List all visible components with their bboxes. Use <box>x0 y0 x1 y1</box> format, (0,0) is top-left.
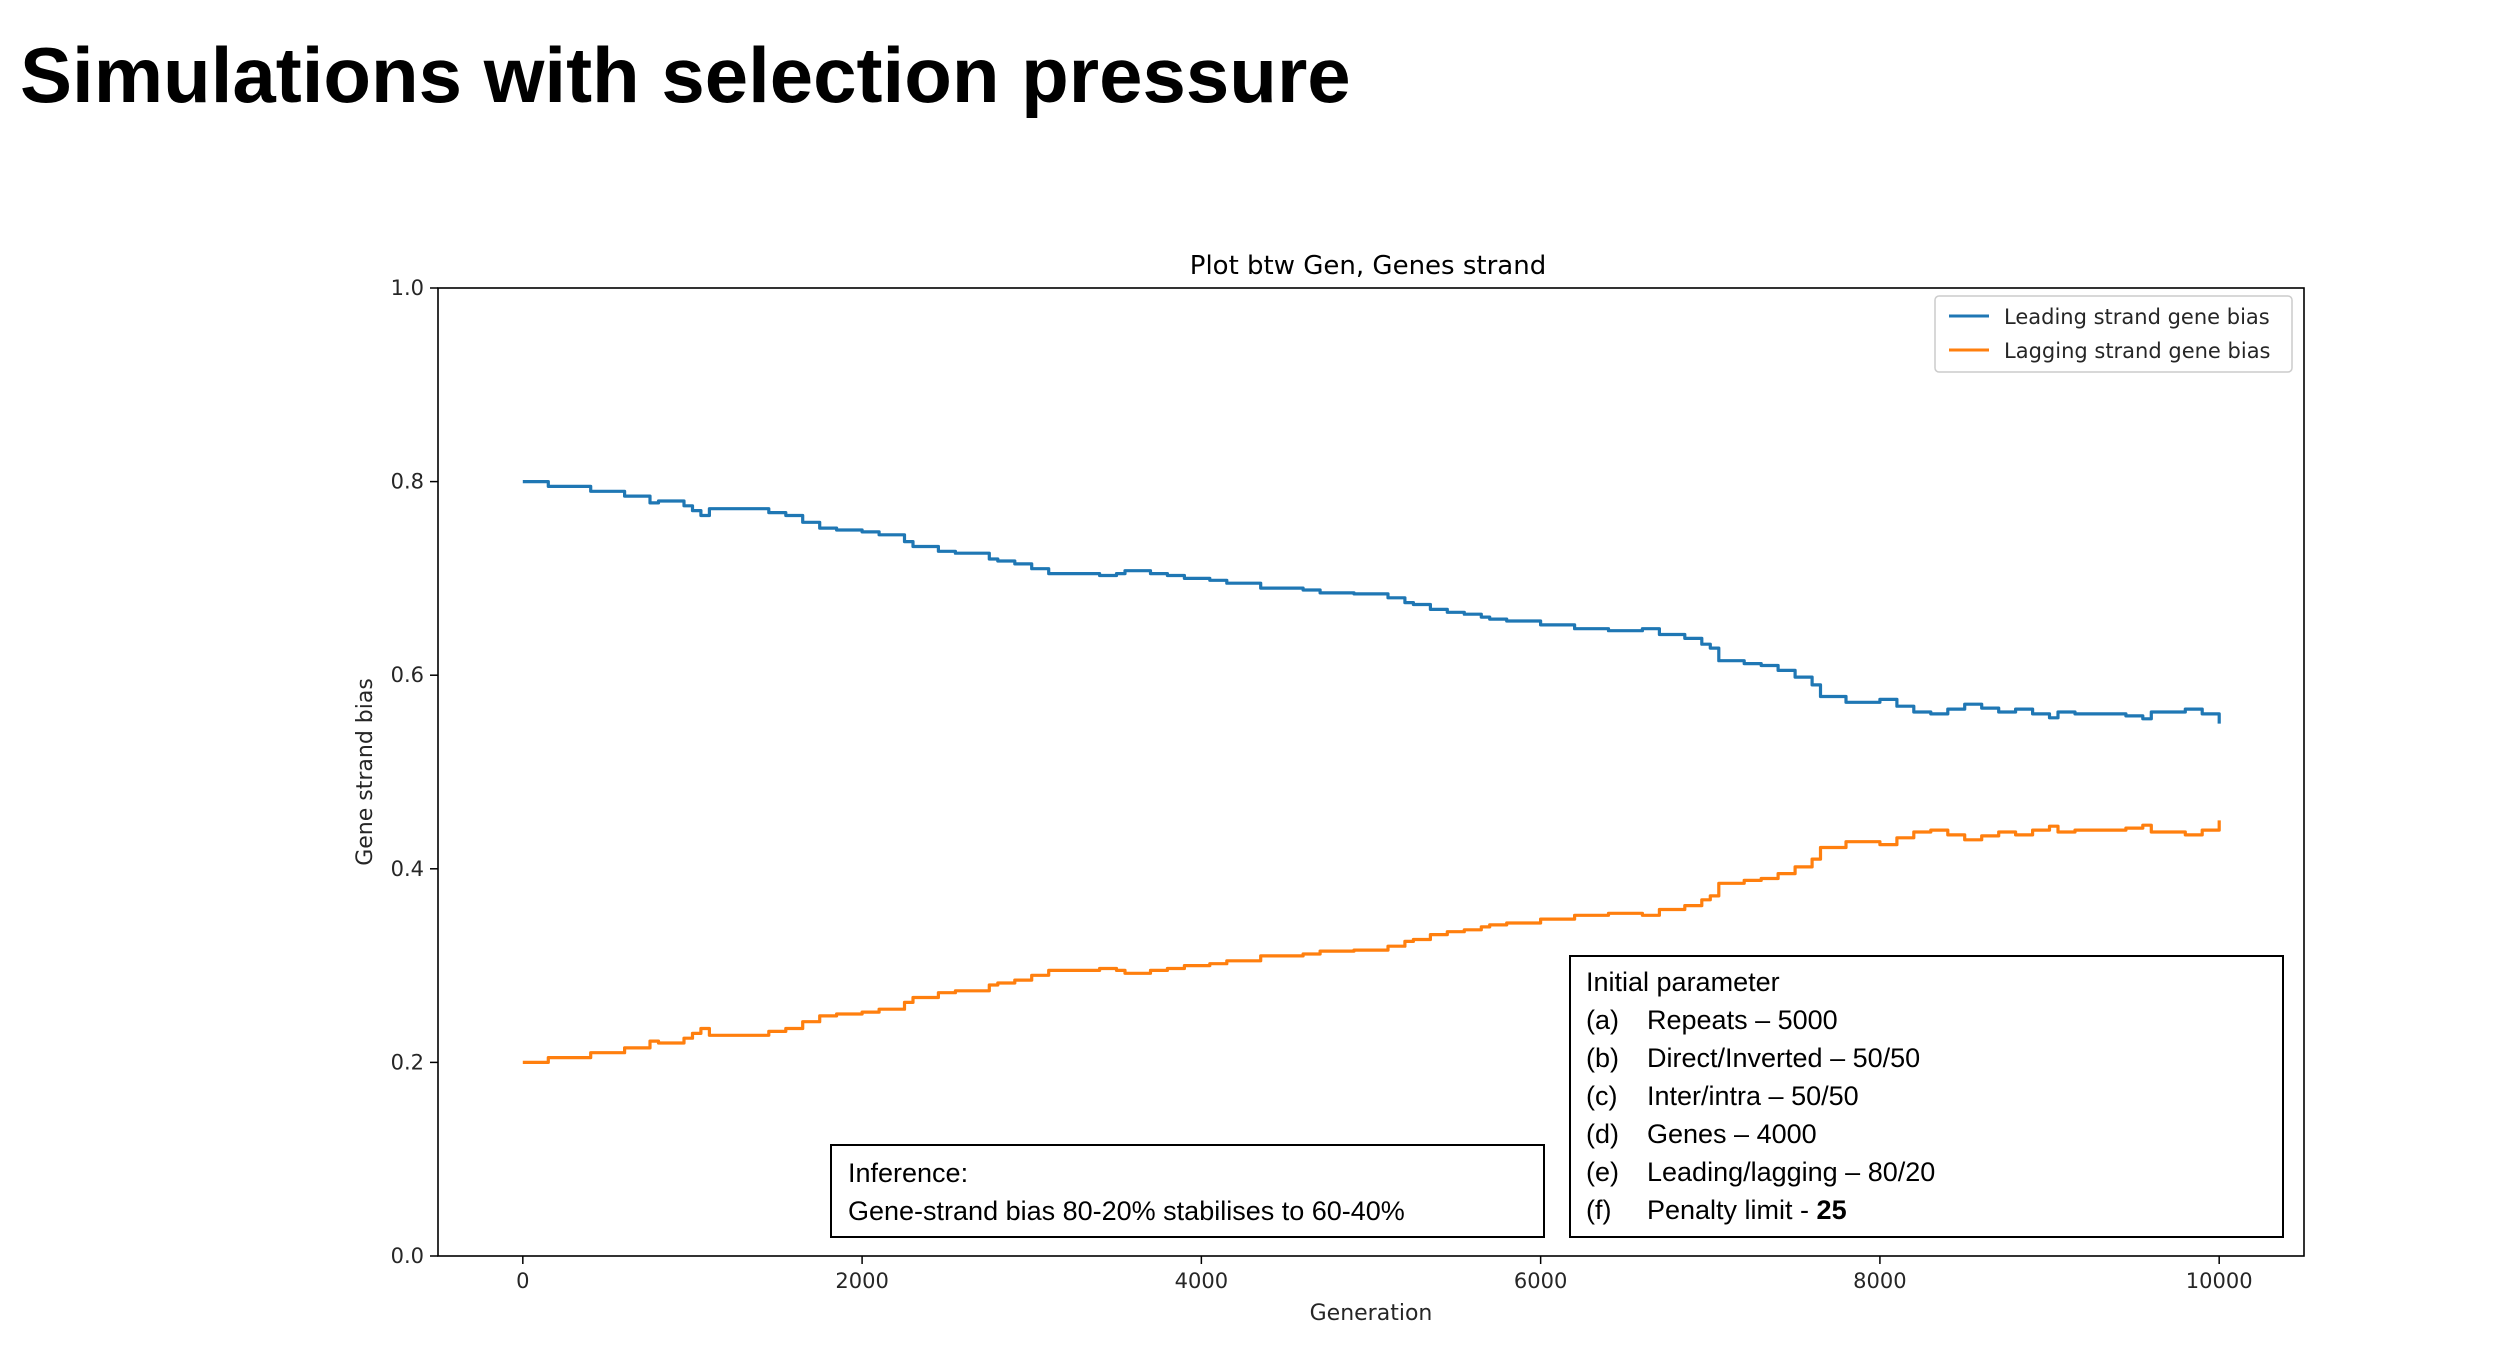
y-tick-label: 0.2 <box>391 1050 424 1074</box>
legend-label-leading: Leading strand gene bias <box>2004 305 2270 329</box>
y-tick-label: 0.0 <box>391 1244 424 1268</box>
inference-text: Gene-strand bias 80-20% stabilises to 60… <box>848 1196 1405 1226</box>
parameter-marker: (c) <box>1586 1081 1617 1111</box>
x-tick-label: 0 <box>516 1269 529 1293</box>
inference-heading: Inference: <box>848 1158 968 1188</box>
parameter-item: Genes – 4000 <box>1647 1119 1817 1149</box>
y-tick-label: 1.0 <box>391 276 424 300</box>
y-tick-label: 0.6 <box>391 663 424 687</box>
parameter-marker: (e) <box>1586 1157 1619 1187</box>
parameter-item: Inter/intra – 50/50 <box>1647 1081 1859 1111</box>
parameters-list: (a) Repeats – 5000 (b) Direct/Inverted – 50… <box>1586 1005 1935 1225</box>
parameters-box: Initial parameter (a) Repeats – 5000 (b) Di… <box>1569 955 2284 1238</box>
plot-frame <box>437 287 2305 1257</box>
x-tick-label: 10000 <box>2186 1269 2253 1293</box>
ticks-layer: 0 2000 4000 6000 8000 10000 0.0 0.2 0.4 0.6 0.8 1.0 <box>391 276 2253 1293</box>
series-layer <box>522 480 2221 1064</box>
parameter-marker: (a) <box>1586 1005 1619 1035</box>
parameter-value: 25 <box>1817 1195 1847 1225</box>
inference-frame <box>830 1144 1545 1238</box>
x-tick-label: 6000 <box>1514 1269 1567 1293</box>
parameter-marker: (f) <box>1586 1195 1611 1225</box>
parameters-frame <box>1569 955 2284 1238</box>
x-axis-label: Generation <box>1310 1301 1433 1326</box>
y-tick-label: 0.4 <box>391 857 424 881</box>
parameter-item: Penalty limit - 25 <box>1647 1195 1847 1225</box>
parameters-heading: Initial parameter <box>1586 967 1780 997</box>
y-axis-label: Gene strand bias <box>353 678 378 866</box>
chart-title: Plot btw Gen, Genes strand <box>1190 251 1546 281</box>
series-line-1 <box>522 820 2221 1064</box>
inference-box: Inference: Gene-strand bias 80-20% stabi… <box>830 1144 1545 1238</box>
y-tick-label: 0.8 <box>391 470 424 494</box>
legend-frame <box>1934 295 2293 373</box>
legend-label-lagging: Lagging strand gene bias <box>2004 339 2271 363</box>
parameter-marker: (d) <box>1586 1119 1619 1149</box>
x-tick-label: 8000 <box>1853 1269 1906 1293</box>
parameter-item: Leading/lagging – 80/20 <box>1647 1157 1935 1187</box>
slide-title: Simulations with selection pressure <box>20 31 1351 119</box>
parameter-item: Repeats – 5000 <box>1647 1005 1838 1035</box>
series-line-0 <box>522 480 2221 724</box>
parameter-marker: (b) <box>1586 1043 1619 1073</box>
legend: Leading strand gene bias Lagging strand … <box>1934 295 2293 373</box>
parameter-item: Direct/Inverted – 50/50 <box>1647 1043 1920 1073</box>
x-tick-label: 2000 <box>835 1269 888 1293</box>
x-tick-label: 4000 <box>1175 1269 1228 1293</box>
